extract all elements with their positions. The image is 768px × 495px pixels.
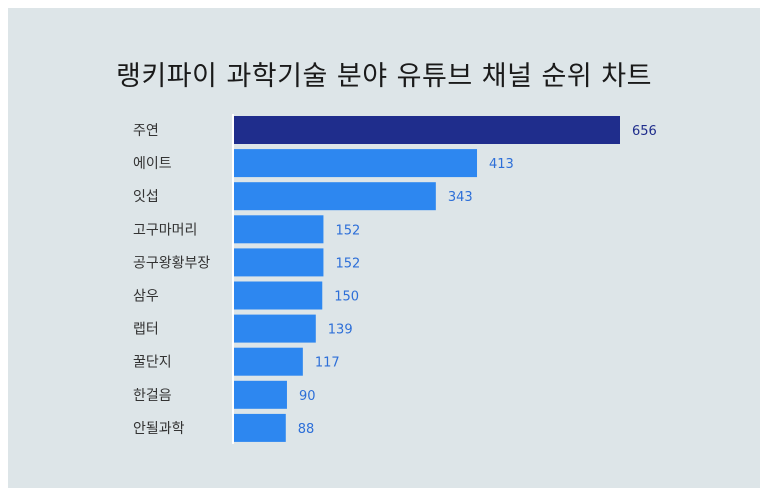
bar-10 <box>234 413 286 442</box>
value-label: 90 <box>299 389 316 404</box>
value-label: 150 <box>334 290 359 305</box>
category-label: 랩터 <box>133 322 159 338</box>
bar-2 <box>234 149 478 178</box>
category-label: 고구마머리 <box>133 222 197 238</box>
bars-group: 주연 656 에이트 413 잇섭 343 고구마머리 152 공구왕황부장 152 삼우 150 랩터… <box>133 116 657 442</box>
value-label: 343 <box>448 190 473 205</box>
category-label: 삼우 <box>133 289 159 305</box>
chart-card: 랭키파이 과학기술 분야 유튜브 채널 순위 차트 주연 656 에이트 413 잇섭 3… <box>8 8 760 488</box>
bar-9 <box>234 380 287 409</box>
value-label: 152 <box>335 256 360 271</box>
value-label: 88 <box>298 422 315 437</box>
category-label: 안될과학 <box>133 421 185 437</box>
bar-3 <box>234 182 436 211</box>
bar-8 <box>234 347 303 376</box>
bar-7 <box>234 314 316 343</box>
value-label: 139 <box>328 323 353 338</box>
category-label: 잇섭 <box>133 189 159 205</box>
bar-4 <box>234 215 324 244</box>
value-label: 152 <box>335 223 360 238</box>
bar-1 <box>234 116 620 144</box>
value-label: 656 <box>632 124 657 139</box>
category-label: 한걸음 <box>133 388 172 404</box>
bar-6 <box>234 281 323 310</box>
bar-chart: 주연 656 에이트 413 잇섭 343 고구마머리 152 공구왕황부장 152 삼우 150 랩터… <box>133 114 657 444</box>
value-label: 117 <box>315 356 340 371</box>
value-label: 413 <box>489 157 514 172</box>
category-label: 에이트 <box>133 156 172 172</box>
chart-title: 랭키파이 과학기술 분야 유튜브 채널 순위 차트 <box>116 61 652 92</box>
bar-5 <box>234 248 324 277</box>
category-label: 주연 <box>133 123 159 139</box>
category-label: 꿀단지 <box>133 355 172 371</box>
category-label: 공구왕황부장 <box>133 255 210 271</box>
